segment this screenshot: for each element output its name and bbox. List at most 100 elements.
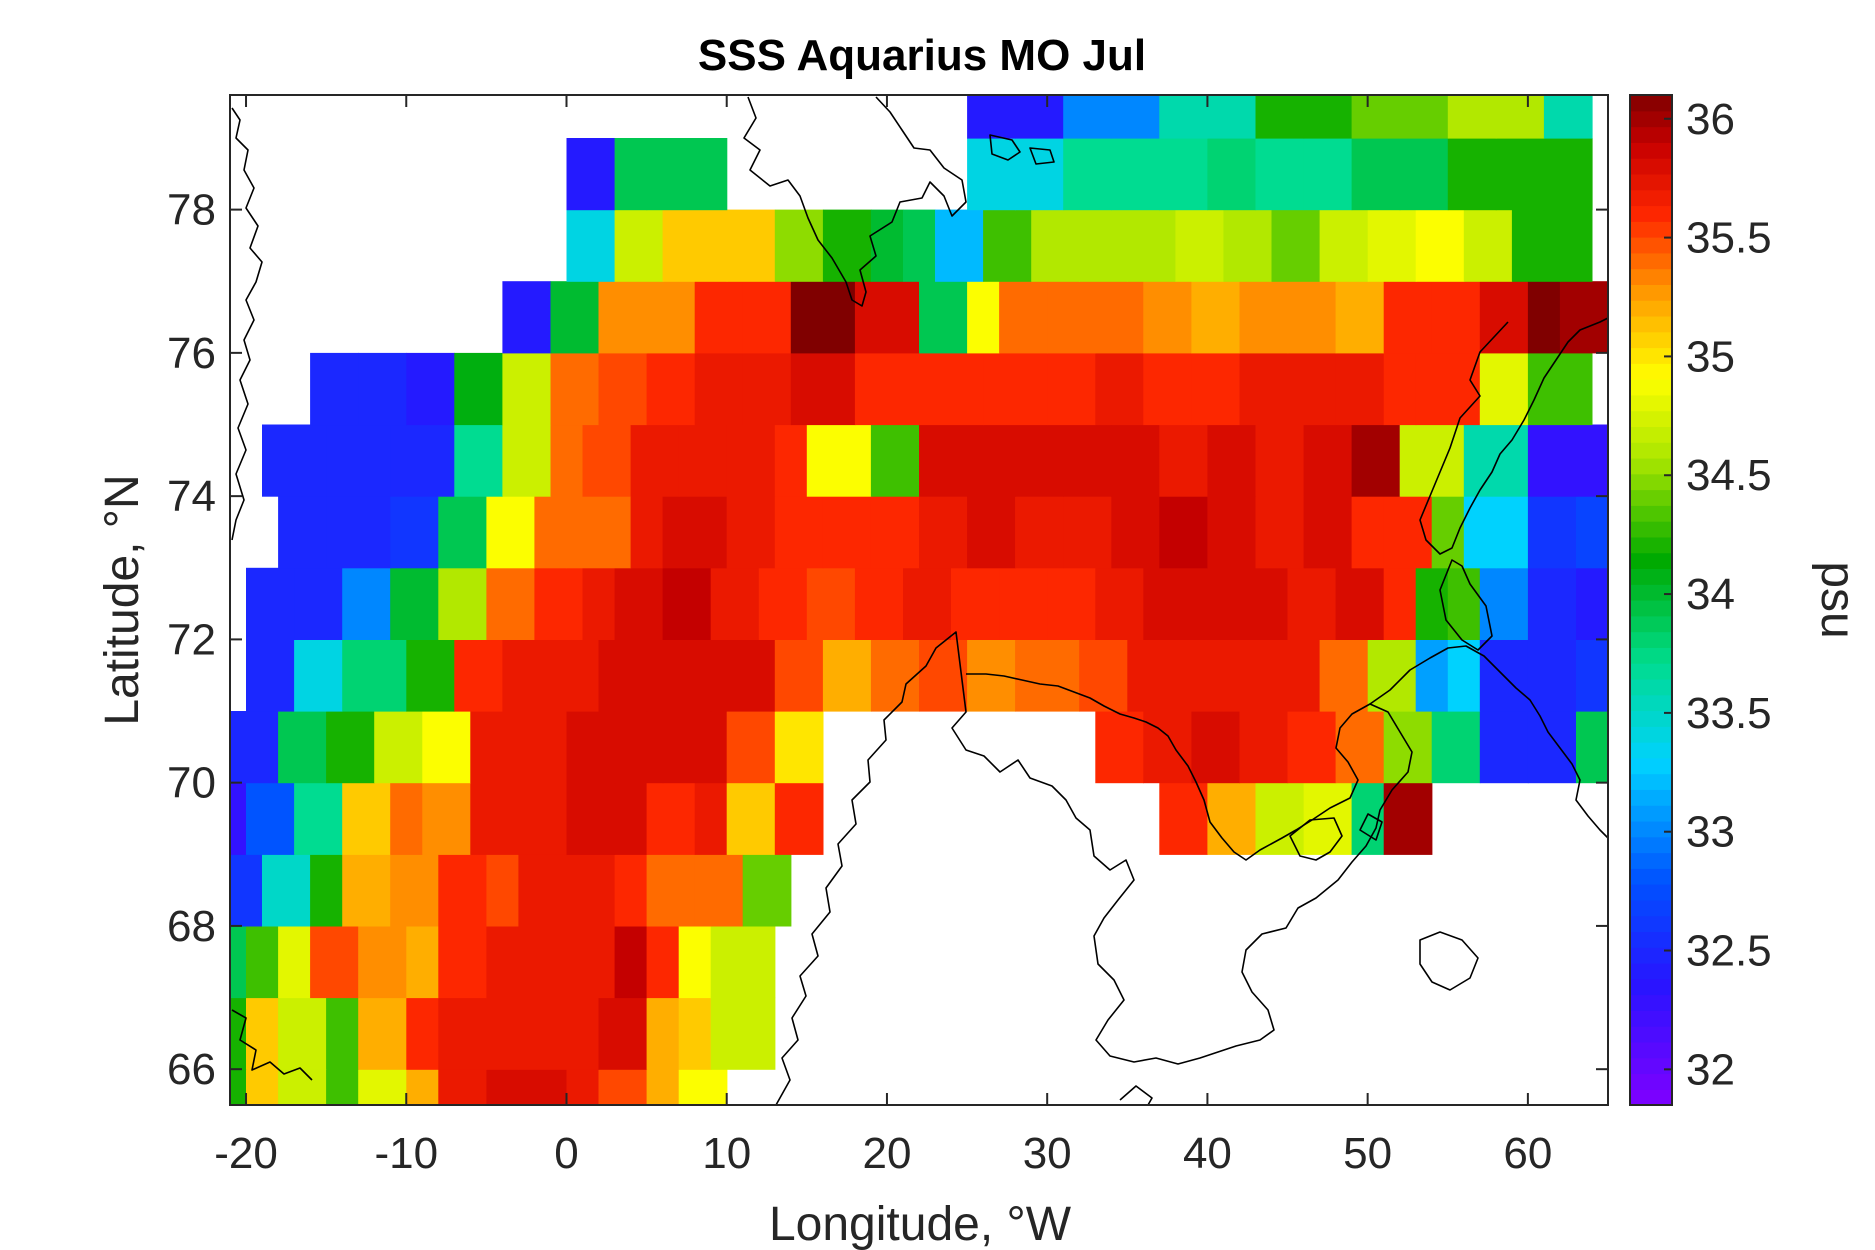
- heatmap-cell-11-10: [999, 281, 1048, 354]
- heatmap-cell-11-18: [1383, 281, 1433, 354]
- colorbar-segment-6: [1630, 994, 1672, 1011]
- heatmap-cell-7-28: [1527, 567, 1577, 640]
- heatmap-cell-12-17: [1367, 209, 1417, 282]
- heatmap-cell-4-4: [390, 782, 423, 855]
- heatmap-cell-2-5: [406, 925, 439, 999]
- heatmap-cell-10-12: [919, 352, 984, 426]
- heatmap-cell-8-22: [1351, 496, 1385, 569]
- x-tick-label: -20: [214, 1129, 278, 1178]
- colorbar-segment-35: [1630, 536, 1672, 554]
- heatmap-cell-3-8: [566, 854, 616, 927]
- colorbar-segment-36: [1630, 521, 1672, 538]
- heatmap-cell-6-6: [550, 639, 600, 712]
- heatmap-cell-1-2: [278, 997, 327, 1070]
- heatmap-cell-6-19: [1223, 639, 1273, 712]
- x-tick-label: 50: [1343, 1129, 1392, 1178]
- heatmap-cell-9-13: [919, 424, 968, 497]
- heatmap-cell-7-16: [999, 567, 1048, 640]
- heatmap-cell-12-16: [1319, 209, 1369, 282]
- heatmap-cell-12-10: [1031, 209, 1080, 282]
- colorbar-frame: [1629, 94, 1673, 1106]
- colorbar-segment-15: [1630, 852, 1672, 869]
- heatmap-cell-14-0: [967, 95, 1016, 139]
- colorbar-segment-39: [1630, 473, 1672, 491]
- heatmap-cell-9-14: [967, 424, 1016, 497]
- heatmap-cell-4-9: [614, 782, 648, 855]
- heatmap-cell-1-8: [518, 997, 568, 1070]
- heatmap-cell-7-10: [710, 567, 760, 640]
- heatmap-cell-6-3: [406, 639, 455, 712]
- heatmap-cell-7-29: [1576, 567, 1609, 640]
- heatmap-cell-9-15: [1015, 424, 1064, 497]
- heatmap-cell-13-0: [566, 138, 616, 211]
- heatmap-cell-5-4: [422, 711, 471, 784]
- coastline-vaygach: [1439, 559, 1493, 651]
- heatmap-cell-1-9: [566, 997, 600, 1070]
- heatmap-cell-0-8: [518, 1069, 535, 1106]
- heatmap-cell-7-13: [854, 567, 904, 640]
- heatmap-cell-14-9: [1399, 95, 1449, 139]
- heatmap-cell-0-3: [326, 1069, 359, 1106]
- heatmap-cell-7-0: [246, 567, 295, 640]
- heatmap-cell-9-0: [262, 424, 327, 497]
- heatmap-cell-5-15: [1239, 711, 1289, 784]
- heatmap-cell-10-13: [983, 352, 1048, 426]
- heatmap-cell-7-4: [438, 567, 487, 640]
- heatmap-cell-5-7: [566, 711, 616, 784]
- heatmap-cell-6-12: [870, 639, 920, 712]
- coastline-kolguev: [1359, 813, 1383, 841]
- heatmap-cell-2-0: [230, 925, 247, 999]
- heatmap-cell-7-5: [486, 567, 536, 640]
- heatmap-cell-7-9: [662, 567, 712, 640]
- heatmap-cell-4-19: [1383, 782, 1433, 855]
- heatmap-cell-3-10: [646, 854, 696, 927]
- heatmap-cell-11-8: [919, 281, 968, 354]
- heatmap-cell-11-6: [790, 281, 856, 354]
- colorbar-segment-1: [1630, 1073, 1672, 1090]
- heatmap-cell-10-11: [854, 352, 920, 426]
- heatmap-cell-6-7: [598, 639, 648, 712]
- colorbar-segment-8: [1630, 962, 1672, 980]
- colorbar-tick-label: 32: [1686, 1045, 1735, 1094]
- heatmap-cell-12-18: [1415, 209, 1465, 282]
- colorbar-segment-59: [1630, 158, 1672, 175]
- colorbar-tick-label: 35.5: [1686, 214, 1772, 263]
- heatmap-cell-10-21: [1383, 352, 1417, 426]
- heatmap-cell-9-16: [1063, 424, 1112, 497]
- coastline-kola: [1369, 645, 1609, 839]
- heatmap-cell-12-15: [1271, 209, 1321, 282]
- heatmap-cell-5-8: [614, 711, 664, 784]
- colorbar-segment-24: [1630, 710, 1672, 727]
- heatmap-cell-0-11: [598, 1069, 648, 1106]
- heatmap-cell-11-2: [598, 281, 648, 354]
- heatmap-cell-12-3: [726, 209, 776, 282]
- heatmap-cell-8-0: [278, 496, 327, 569]
- colorbar-segment-23: [1630, 726, 1672, 743]
- heatmap-cell-6-24: [1447, 639, 1481, 712]
- colorbar-segment-16: [1630, 836, 1672, 854]
- colorbar-segment-13: [1630, 884, 1672, 901]
- colorbar-segment-54: [1630, 237, 1672, 254]
- heatmap-cell-10-22: [1415, 352, 1481, 426]
- heatmap-cell-10-3: [454, 352, 503, 426]
- heatmap-cell-8-12: [870, 496, 920, 569]
- colorbar-segment-56: [1630, 205, 1672, 222]
- heatmap-cell-9-9: [726, 424, 776, 497]
- x-axis: -20 -10 0 10 20 30 40 50 60: [214, 95, 1552, 1178]
- heatmap-cell-3-0: [230, 854, 263, 927]
- heatmap-cell-8-3: [438, 496, 487, 569]
- colorbar-tick-label: 34: [1686, 570, 1735, 619]
- heatmap-cell-5-3: [374, 711, 423, 784]
- heatmap-cell-5-14: [1191, 711, 1241, 784]
- heatmap-cell-1-12: [678, 997, 712, 1070]
- x-tick-label: 10: [702, 1129, 751, 1178]
- x-tick-label: -10: [374, 1129, 438, 1178]
- heatmap-cell-10-16: [1143, 352, 1192, 426]
- heatmap-cell-3-1: [262, 854, 311, 927]
- colorbar-segment-61: [1630, 126, 1672, 143]
- heatmap-cell-13-7: [1159, 138, 1208, 211]
- heatmap-cell-7-19: [1143, 567, 1192, 640]
- heatmap-cell-4-5: [422, 782, 471, 855]
- heatmap-cell-5-2: [326, 711, 375, 784]
- heatmap-cell-12-1: [614, 209, 664, 282]
